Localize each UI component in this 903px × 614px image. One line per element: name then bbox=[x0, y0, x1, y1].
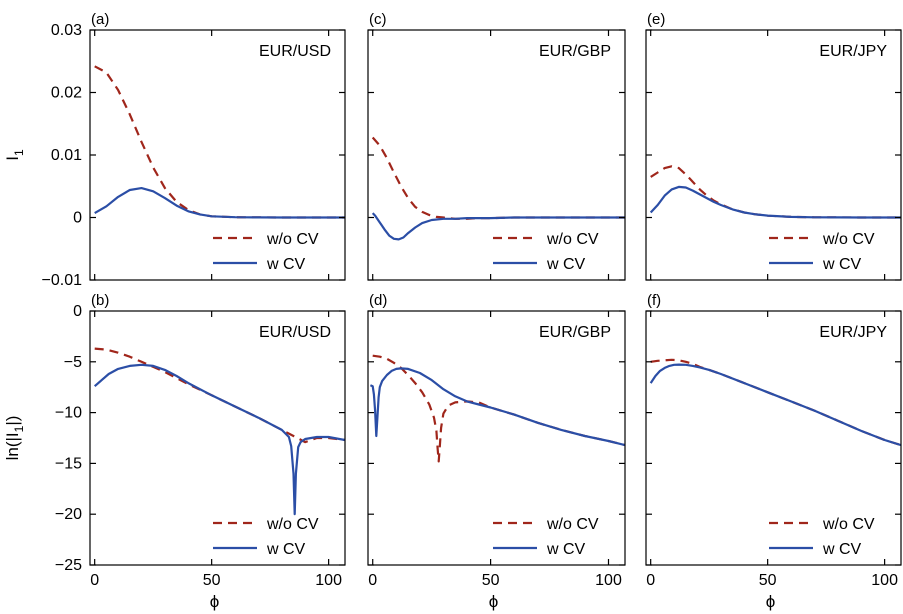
panel-label-e: (e) bbox=[647, 11, 665, 28]
y-axis-title-top: I1 bbox=[3, 149, 26, 161]
x-axis-title-0: ϕ bbox=[210, 592, 220, 611]
y-axis-title-bottom-sub: 1 bbox=[12, 425, 26, 432]
panel-b: 0 50 100 −25 −20 −15 −10 −5 0 (b) EUR/USD w/o CV w C… bbox=[55, 292, 346, 589]
legend-label-wo-cv-a: w/o CV bbox=[266, 231, 319, 248]
y-tick-label-a-1: 0 bbox=[73, 210, 82, 227]
series-line-wo-cv-d bbox=[372, 354, 625, 463]
legend-label-w-cv-f: w CV bbox=[822, 541, 862, 558]
y-tick-label-a-4: 0.03 bbox=[51, 22, 82, 39]
y-tick-label-b-0: −25 bbox=[55, 557, 82, 574]
y-tick-label-a-2: 0.01 bbox=[51, 147, 82, 164]
y-axis-title-bottom-pre: ln(|I bbox=[3, 432, 22, 460]
panel-label-a: (a) bbox=[91, 11, 109, 28]
legend-label-w-cv-a: w CV bbox=[266, 256, 306, 273]
x-tick-label-b-100: 100 bbox=[315, 572, 342, 589]
panel-label-b: (b) bbox=[91, 292, 109, 309]
panel-a: −0.01 0 0.01 0.02 0.03 (a) EUR/USD w/o CV w CV bbox=[42, 11, 346, 289]
y-axis-title-bottom-post: |) bbox=[3, 416, 22, 426]
panel-label-f: (f) bbox=[647, 292, 661, 309]
legend-label-w-cv-d: w CV bbox=[546, 541, 586, 558]
x-tick-label-f-100: 100 bbox=[871, 572, 898, 589]
y-axis-title-top-sub: 1 bbox=[12, 149, 26, 156]
currency-pair-label-c: EUR/GBP bbox=[539, 43, 611, 60]
legend-label-w-cv-e: w CV bbox=[822, 256, 862, 273]
series-line-w-cv-a bbox=[94, 187, 345, 219]
legend-label-wo-cv-b: w/o CV bbox=[266, 516, 319, 533]
panel-label-c: (c) bbox=[369, 11, 387, 28]
panel-d: 0 50 100 (d) EUR/GBP w/o CV w CV bbox=[367, 292, 626, 589]
y-tick-label-b-1: −20 bbox=[55, 506, 82, 523]
legend-label-w-cv-b: w CV bbox=[266, 541, 306, 558]
series-line-wo-cv-e bbox=[650, 165, 901, 219]
currency-pair-label-e: EUR/JPY bbox=[819, 43, 887, 60]
y-tick-label-a-3: 0.02 bbox=[51, 85, 82, 102]
panel-c: (c) EUR/GBP w/o CV w CV bbox=[367, 11, 626, 281]
currency-pair-label-f: EUR/JPY bbox=[819, 324, 887, 341]
series-line-w-cv-d bbox=[369, 367, 625, 447]
legend-label-w-cv-c: w CV bbox=[546, 256, 586, 273]
x-tick-label-f-0: 0 bbox=[646, 572, 655, 589]
legend-label-wo-cv-e: w/o CV bbox=[822, 231, 875, 248]
legend-label-wo-cv-d: w/o CV bbox=[546, 516, 599, 533]
panel-label-d: (d) bbox=[369, 292, 387, 309]
currency-pair-label-d: EUR/GBP bbox=[539, 324, 611, 341]
series-line-w-cv-f bbox=[649, 363, 901, 447]
plot-frame-b bbox=[89, 310, 346, 566]
panel-e: (e) EUR/JPY w/o CV w CV bbox=[645, 11, 902, 281]
series-line-w-cv-e bbox=[649, 185, 901, 219]
y-axis-title-bottom: ln(|I1|) bbox=[3, 416, 26, 461]
x-tick-label-d-100: 100 bbox=[595, 572, 622, 589]
x-tick-label-d-0: 0 bbox=[368, 572, 377, 589]
x-axis-title-1: ϕ bbox=[489, 592, 499, 611]
y-tick-label-b-5: 0 bbox=[73, 303, 82, 320]
series-line-w-cv-c bbox=[371, 212, 625, 241]
y-axis-title-top-main: I bbox=[3, 156, 22, 161]
x-tick-label-b-0: 0 bbox=[90, 572, 99, 589]
currency-pair-label-a: EUR/USD bbox=[259, 43, 331, 60]
plot-frame-d bbox=[367, 310, 626, 566]
legend-label-wo-cv-c: w/o CV bbox=[546, 231, 599, 248]
plot-frame-f bbox=[645, 310, 902, 566]
x-tick-label-b-50: 50 bbox=[203, 572, 221, 589]
y-tick-label-b-3: −10 bbox=[55, 405, 82, 422]
currency-pair-label-b: EUR/USD bbox=[259, 324, 331, 341]
y-tick-label-b-2: −15 bbox=[55, 455, 82, 472]
series-line-wo-cv-c bbox=[371, 136, 625, 220]
y-tick-label-b-4: −5 bbox=[64, 354, 82, 371]
panel-f: 0 50 100 (f) EUR/JPY w/o CV w CV bbox=[645, 292, 902, 589]
x-axis-title-2: ϕ bbox=[766, 592, 776, 611]
x-tick-label-f-50: 50 bbox=[759, 572, 777, 589]
x-tick-label-d-50: 50 bbox=[482, 572, 500, 589]
legend-label-wo-cv-f: w/o CV bbox=[822, 516, 875, 533]
series-line-w-cv-b bbox=[93, 363, 345, 516]
series-line-wo-cv-b bbox=[94, 347, 345, 444]
series-line-wo-cv-a bbox=[94, 65, 345, 219]
y-tick-label-a-0: −0.01 bbox=[42, 272, 83, 289]
